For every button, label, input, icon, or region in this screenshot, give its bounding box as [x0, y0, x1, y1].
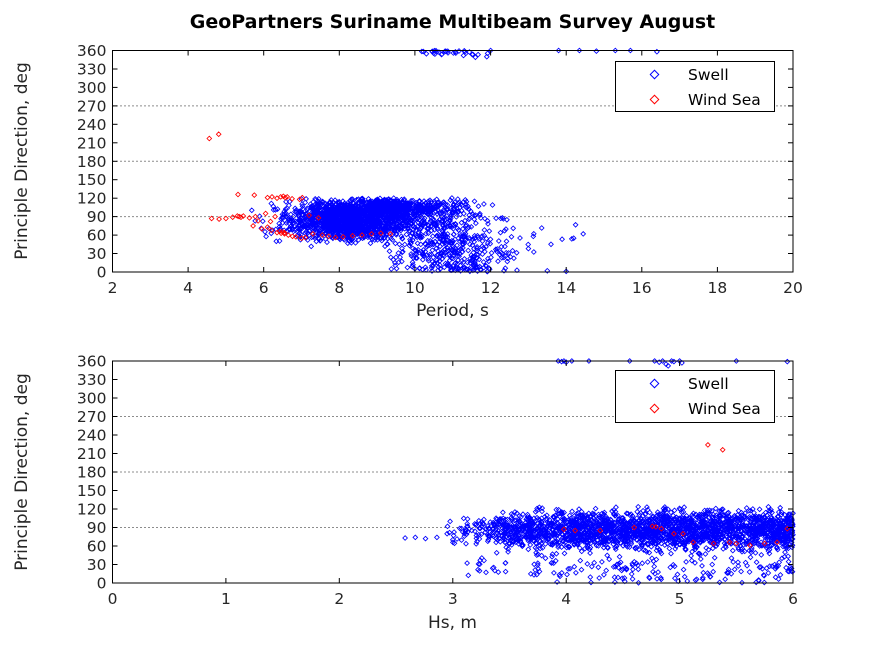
y-tick-label: 60 [87, 538, 107, 556]
figure-title: GeoPartners Suriname Multibeam Survey Au… [189, 11, 716, 33]
x-tick-label: 0 [108, 590, 118, 608]
swell-points [248, 47, 660, 275]
swell-diamond-icon [649, 69, 660, 80]
y-tick-label: 210 [77, 445, 107, 463]
x-tick-label: 4 [183, 279, 193, 297]
y-tick-label: 90 [87, 519, 107, 537]
y-tick-label: 30 [87, 245, 107, 263]
y-tick-label: 360 [77, 42, 107, 60]
x-tick-label: 20 [783, 279, 803, 297]
y-tick-label: 0 [97, 575, 107, 593]
x-tick-label: 10 [405, 279, 425, 297]
y-tick-label: 150 [77, 171, 107, 189]
windsea-diamond-icon [649, 94, 660, 105]
x-tick-label: 6 [259, 279, 269, 297]
swell-points [402, 358, 796, 586]
xlabel-period: Period, s [416, 301, 489, 321]
ticks: 0 1 2 3 4 5 6030609012015018021024027030033036… [77, 353, 798, 609]
x-tick-label: 18 [708, 279, 728, 297]
y-tick-label: 60 [87, 227, 107, 245]
top-plot: 2 4 6 8 10 12 14 16 18 20 030609012015018021024027… [77, 42, 803, 297]
y-tick-label: 180 [77, 464, 107, 482]
y-tick-label: 330 [77, 61, 107, 79]
x-tick-label: 5 [675, 590, 685, 608]
x-tick-label: 4 [561, 590, 571, 608]
y-tick-label: 360 [77, 353, 107, 371]
x-tick-label: 16 [632, 279, 652, 297]
y-tick-label: 300 [77, 79, 107, 97]
y-tick-label: 90 [87, 208, 107, 226]
bottom-plot: 0 1 2 3 4 5 6030609012015018021024027030033036… [77, 353, 798, 609]
y-tick-label: 210 [77, 134, 107, 152]
windsea-diamond-icon [649, 403, 660, 414]
legend-box-top: Swell Wind Sea [615, 61, 775, 112]
y-tick-label: 0 [97, 264, 107, 282]
x-tick-label: 2 [108, 279, 118, 297]
legend-label-swell: Swell [688, 374, 729, 393]
gridlines [112, 416, 793, 528]
x-tick-label: 1 [221, 590, 231, 608]
y-tick-label: 270 [77, 97, 107, 115]
gridlines [112, 105, 793, 218]
legend-label-swell: Swell [688, 65, 729, 84]
legend-entry-windsea: Wind Sea [616, 396, 774, 421]
ticks: 2 4 6 8 10 12 14 16 18 20 030609012015018021024027… [77, 42, 803, 297]
x-tick-label: 2 [334, 590, 344, 608]
windsea-points [206, 131, 394, 242]
legend-box-bottom: Swell Wind Sea [615, 370, 775, 423]
xlabel-hs: Hs, m [427, 613, 477, 633]
y-tick-label: 330 [77, 371, 107, 389]
swell-diamond-icon [649, 378, 660, 389]
legend-entry-swell: Swell [616, 371, 774, 396]
legend-entry-windsea: Wind Sea [616, 87, 774, 112]
x-tick-label: 6 [788, 590, 798, 608]
x-tick-label: 8 [334, 279, 344, 297]
y-tick-label: 180 [77, 153, 107, 171]
y-tick-label: 240 [77, 116, 107, 134]
ylabel-bottom: Principle Direction, deg [12, 373, 32, 571]
y-tick-label: 300 [77, 390, 107, 408]
legend-label-windsea: Wind Sea [688, 90, 761, 109]
ylabel-top: Principle Direction, deg [12, 62, 32, 260]
legend-label-windsea: Wind Sea [688, 399, 761, 418]
legend-entry-swell: Swell [616, 62, 774, 87]
x-tick-label: 12 [481, 279, 501, 297]
y-tick-label: 270 [77, 408, 107, 426]
x-tick-label: 14 [556, 279, 576, 297]
y-tick-label: 240 [77, 427, 107, 445]
y-tick-label: 30 [87, 556, 107, 574]
y-tick-label: 120 [77, 190, 107, 208]
windsea-points [560, 441, 791, 549]
x-tick-label: 3 [448, 590, 458, 608]
y-tick-label: 150 [77, 482, 107, 500]
y-tick-label: 120 [77, 501, 107, 519]
